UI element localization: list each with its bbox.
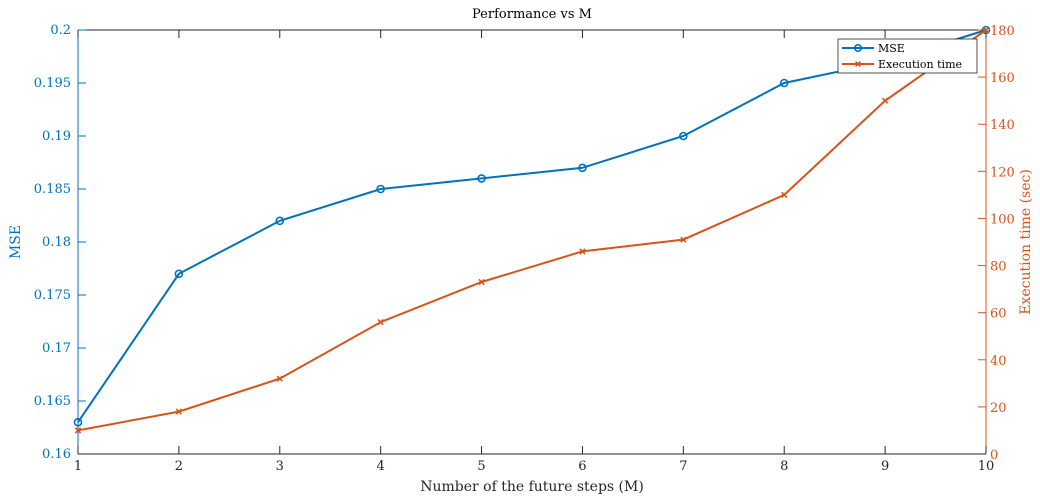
x-tick-label: 6 <box>578 459 586 474</box>
data-point <box>578 163 587 173</box>
x-tick-label: 3 <box>276 459 284 474</box>
data-point <box>781 191 788 199</box>
right-y-tick-label: 160 <box>990 71 1015 86</box>
data-point <box>376 184 385 194</box>
left-y-tick-label: 0.2 <box>50 23 71 38</box>
series-layer <box>73 25 991 434</box>
plot-area <box>78 29 986 454</box>
left-y-tick-label: 0.17 <box>42 341 71 356</box>
right-y-tick-label: 60 <box>990 307 1007 322</box>
series-mse <box>73 25 991 427</box>
right-y-tick-label: 40 <box>990 354 1007 369</box>
data-point <box>982 26 990 34</box>
x-axis: 1 2 3 4 5 6 7 8 9 10 <box>74 30 994 474</box>
data-point <box>881 97 889 104</box>
right-y-tick-label: 180 <box>990 24 1015 39</box>
left-y-tick-label: 0.18 <box>42 235 71 250</box>
x-tick-label: 4 <box>377 459 385 474</box>
data-point <box>478 278 485 286</box>
legend-item: Execution time <box>842 58 962 71</box>
legend-box <box>837 38 978 74</box>
plot-background <box>78 30 986 454</box>
right-y-tick-label: 0 <box>990 448 998 463</box>
data-point <box>679 131 688 141</box>
left-y-axis-label: MSE <box>8 225 24 259</box>
series-line <box>77 29 987 432</box>
legend-label: Execution time <box>878 58 962 71</box>
data-point <box>779 78 789 88</box>
left-y-tick-label: 0.16 <box>42 447 71 462</box>
right-y-tick-label: 80 <box>990 260 1007 275</box>
legend-marker <box>853 43 862 52</box>
data-point <box>74 427 82 434</box>
data-point <box>981 25 991 35</box>
right-y-axis-label: Execution time (sec) <box>1018 169 1034 315</box>
legend-item: MSE <box>842 42 905 55</box>
left-y-tick-label: 0.175 <box>34 288 71 303</box>
x-axis-label: Number of the future steps (M) <box>420 479 644 495</box>
data-point <box>174 269 184 279</box>
x-tick-label: 9 <box>881 459 889 474</box>
chart-title: Performance vs M <box>472 7 592 22</box>
x-tick-label: 8 <box>780 459 788 474</box>
x-tick-label: 1 <box>74 459 82 474</box>
right-y-tick-label: 20 <box>990 401 1007 416</box>
data-point <box>377 318 384 326</box>
data-point <box>680 236 687 243</box>
left-y-tick-label: 0.185 <box>34 182 71 197</box>
x-tick-label: 2 <box>175 459 183 474</box>
data-point <box>73 417 83 427</box>
series-execution-time <box>74 26 990 434</box>
left-y-tick-label: 0.165 <box>34 394 71 409</box>
data-point <box>175 408 183 415</box>
right-y-tick-label: 140 <box>990 118 1015 133</box>
x-tick-label: 10 <box>978 459 995 474</box>
series-line <box>77 29 987 423</box>
data-point <box>275 216 285 226</box>
legend-label: MSE <box>878 42 905 55</box>
data-point <box>477 174 486 183</box>
right-y-tick-label: 100 <box>990 212 1015 227</box>
x-tick-label: 5 <box>477 459 485 474</box>
left-y-tick-label: 0.195 <box>34 76 71 91</box>
legend-marker <box>855 61 861 67</box>
data-point <box>276 375 283 382</box>
left-y-tick-label: 0.19 <box>42 129 71 144</box>
legend: MSE Execution time <box>837 38 978 74</box>
left-y-axis: 0.16 0.165 0.17 0.175 0.18 0.185 0.19 0.195 0.2 <box>34 23 86 462</box>
right-y-tick-label: 120 <box>990 165 1015 180</box>
x-tick-label: 7 <box>679 459 687 474</box>
data-point <box>579 248 586 255</box>
